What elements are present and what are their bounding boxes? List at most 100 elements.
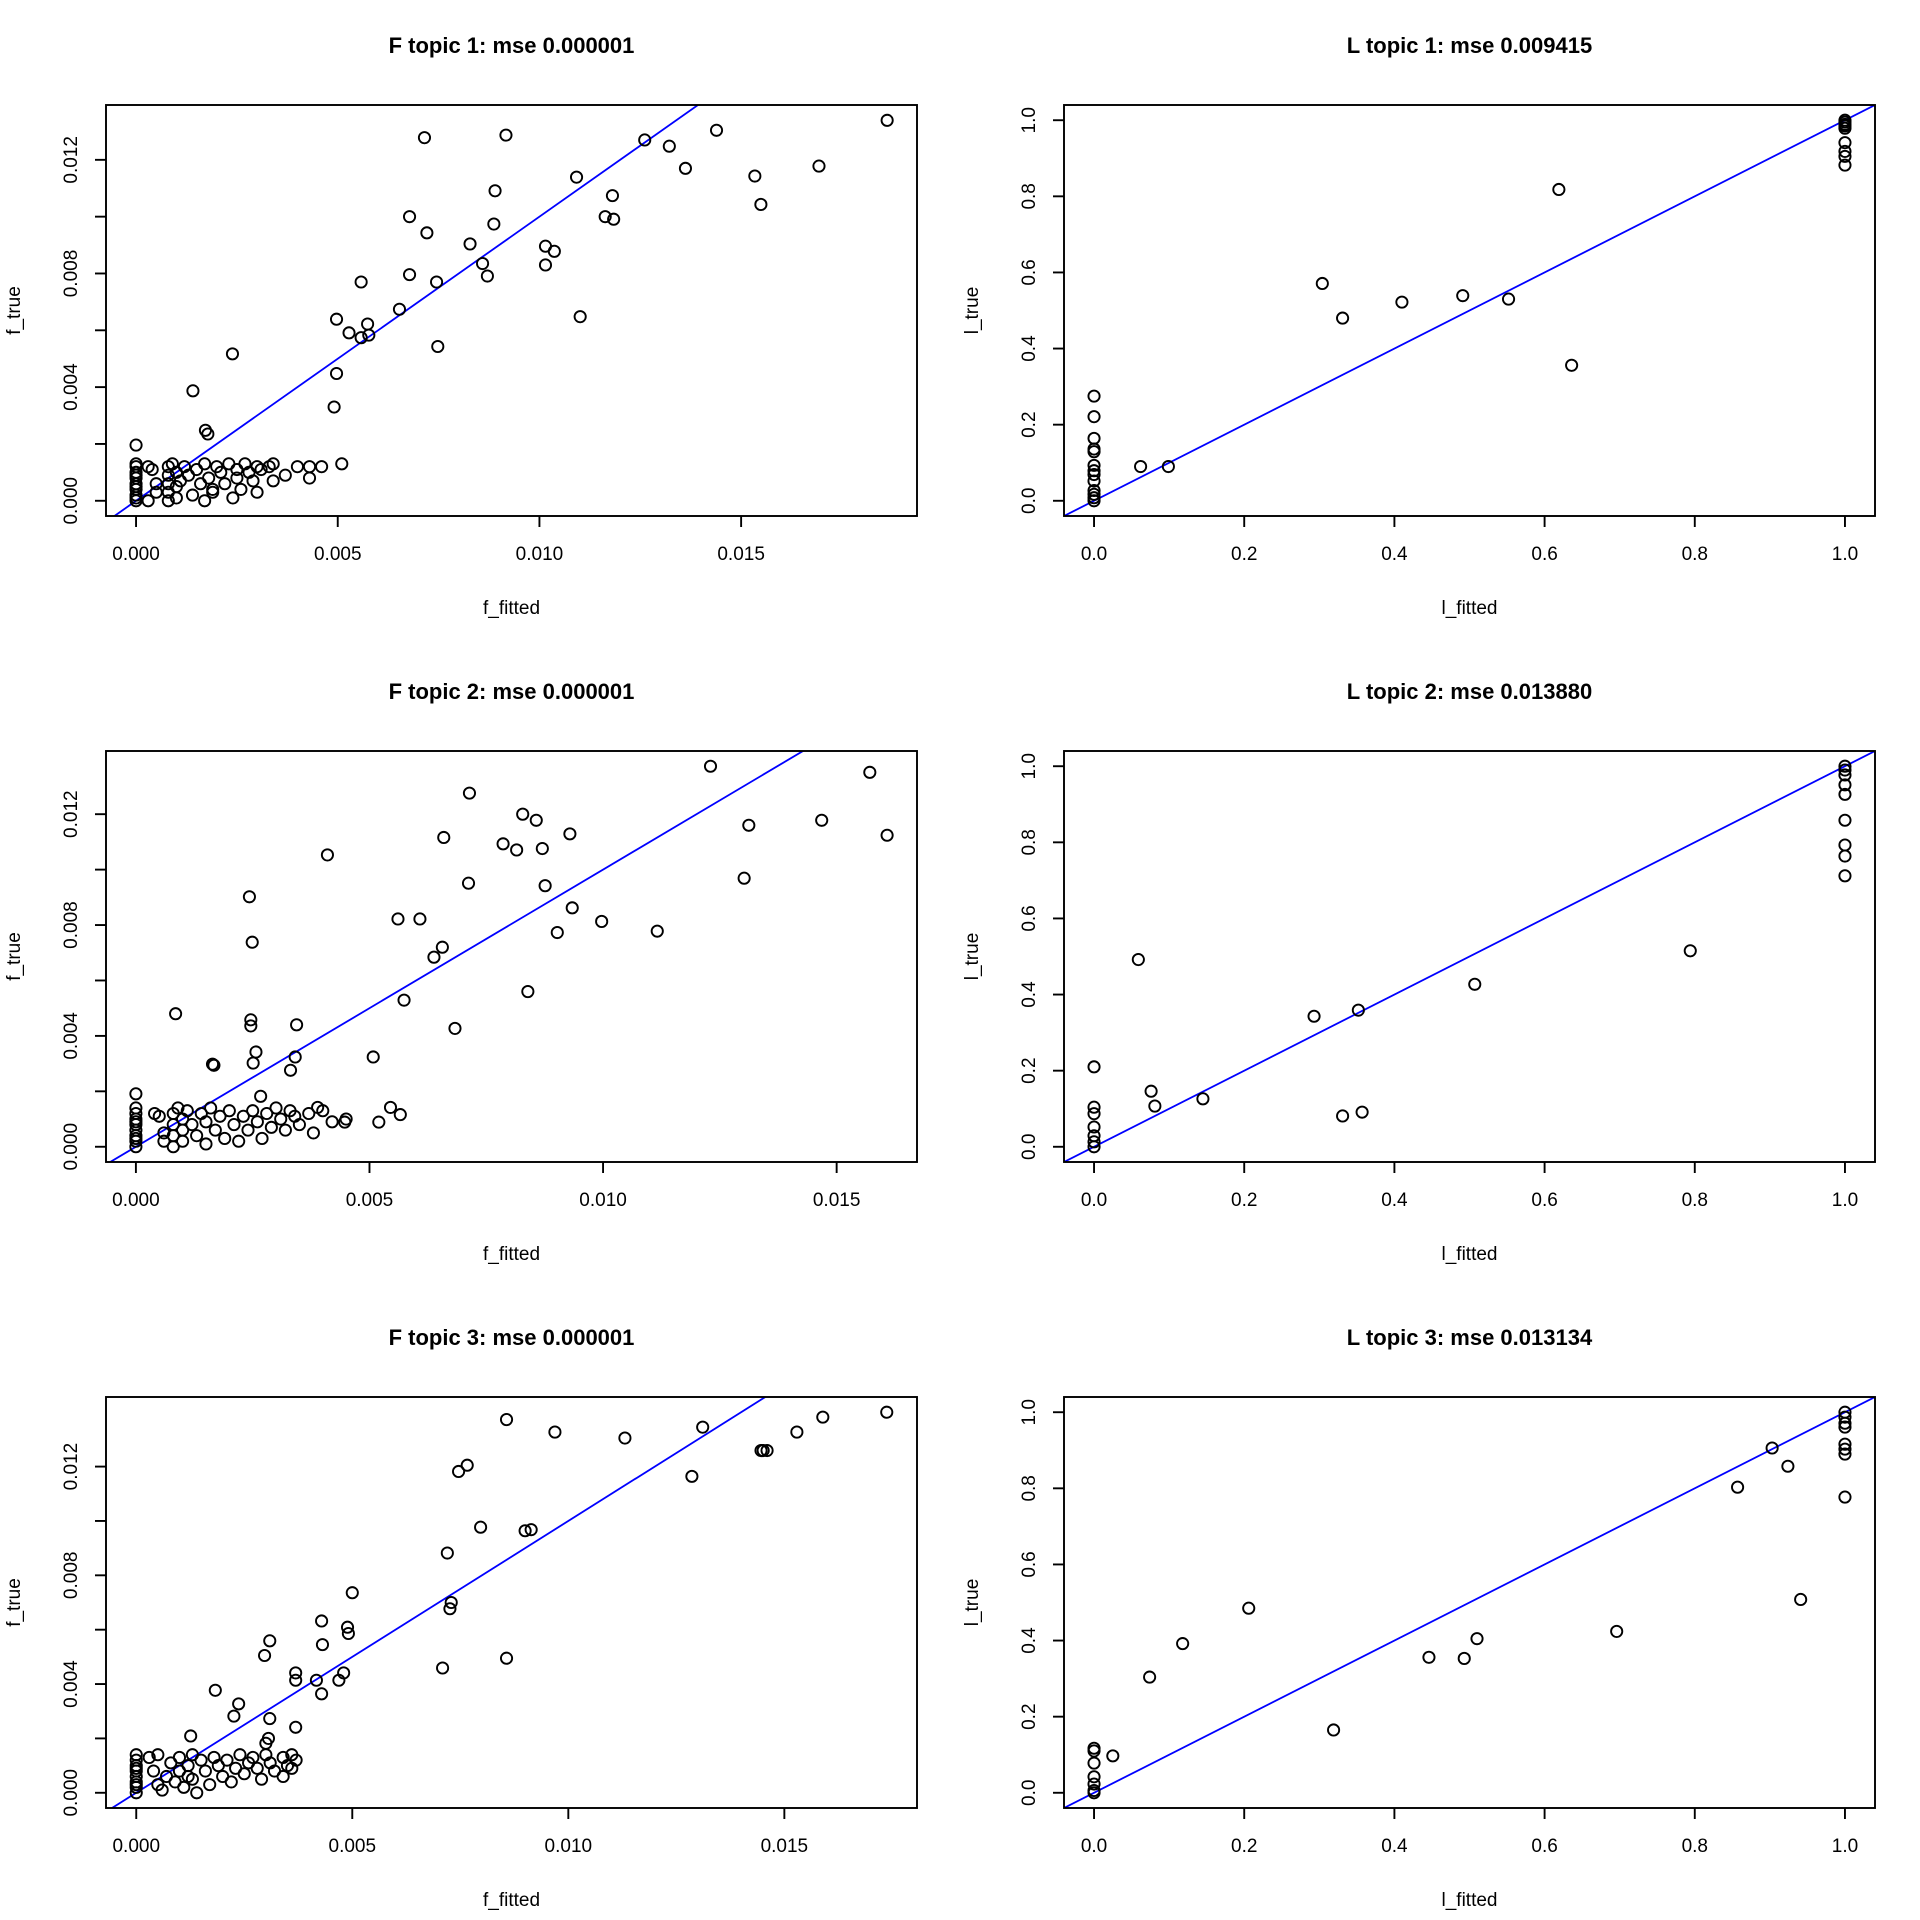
data-point [1087,431,1101,445]
data-point [157,1134,171,1148]
data-point [206,485,220,499]
data-point [172,1750,187,1764]
data-point [1242,1601,1256,1615]
data-point [1315,276,1329,291]
data-point [227,1709,241,1723]
data-point [202,471,216,485]
data-point [480,269,494,283]
plot-box [1063,750,1876,1163]
y-axis-label: l_true [962,933,983,981]
data-point [266,474,280,488]
data-point [1087,1107,1101,1121]
data-point [201,427,215,441]
data-point [1087,467,1101,482]
data-point [696,1420,710,1434]
data-point [1143,1670,1157,1684]
data-point [302,460,317,474]
data-point [190,1129,204,1143]
plot-box [105,104,918,517]
data-point [1131,952,1145,967]
data-point [289,1673,303,1687]
data-point [1838,759,1852,773]
data-point [448,1021,462,1035]
y-tick-label: 0.8 [1019,1475,1040,1501]
data-point [218,1131,232,1145]
data-point [186,384,200,398]
data-point [1148,1099,1162,1113]
data-point [244,1019,258,1033]
data-point [1087,1744,1101,1758]
x-axis-label: f_fitted [483,1244,540,1265]
data-point [152,1109,166,1123]
chart-title: F topic 3: mse 0.000001 [389,1325,635,1350]
data-point [292,1118,306,1132]
data-point [315,1614,329,1628]
data-point [1838,1416,1852,1430]
data-point [1838,1490,1852,1504]
data-point [565,901,579,915]
data-point [230,462,244,477]
data-point [812,159,826,173]
data-point [754,197,768,211]
points [129,113,894,508]
data-point [181,1769,195,1784]
data-point [1470,1632,1484,1646]
data-point [220,1753,234,1767]
data-point [1838,813,1852,827]
data-point [1838,869,1852,883]
x-tick-label: 0.0 [1081,544,1107,565]
data-point [1087,1777,1101,1791]
data-point [254,462,268,477]
reference-line [1064,751,1875,1162]
data-point [325,1115,339,1129]
data-point [529,813,543,827]
data-point [1087,1100,1101,1114]
data-point [678,161,693,175]
data-point [289,1666,303,1680]
data-point [393,1108,407,1122]
data-point [1838,1420,1852,1434]
data-point [1087,474,1101,488]
y-tick-label: 0.0 [1019,488,1040,514]
data-point [391,912,405,926]
data-point [289,1720,303,1734]
data-point [1468,977,1482,991]
data-point [254,1089,268,1103]
panel-1: F topic 1: mse 0.000001 0.000 0.005 0.010 0.… [4,33,918,619]
data-point [1087,445,1101,459]
data-point [1838,849,1852,863]
data-point [329,366,344,381]
data-point [129,438,143,452]
points [129,1405,894,1800]
y-tick-label: 0.2 [1019,1057,1040,1083]
x-tick-label: 0.005 [329,1836,377,1857]
data-point [327,400,341,414]
data-point [1838,838,1852,852]
data-point [236,1109,250,1123]
data-point [155,1783,169,1797]
y-tick-label: 0.4 [1019,335,1040,362]
x-tick-label: 0.4 [1381,1190,1408,1211]
data-point [266,457,280,471]
panel-6: L topic 3: mse 0.013134 0.0 0.2 0.4 0.6 0.8 1.… [962,1325,1876,1911]
y-tick-label: 0.012 [61,1443,82,1491]
x-tick-label: 0.0 [1081,1836,1107,1857]
data-point [880,1405,894,1419]
data-point [1087,1060,1101,1074]
data-point [524,1523,538,1537]
data-point [1552,182,1566,197]
data-point [180,1104,194,1118]
data-point [141,494,155,508]
data-point [129,1131,143,1145]
y-axis-label: f_true [4,1578,25,1627]
data-point [1144,1084,1158,1098]
data-point [249,1045,263,1059]
x-tick-label: 1.0 [1832,544,1858,565]
data-point [460,1458,474,1472]
data-point [315,1687,329,1701]
data-point [595,914,609,928]
chart-title: F topic 2: mse 0.000001 [389,679,635,704]
data-point [402,210,417,224]
x-tick-label: 0.8 [1682,544,1708,565]
data-point [1838,144,1852,158]
